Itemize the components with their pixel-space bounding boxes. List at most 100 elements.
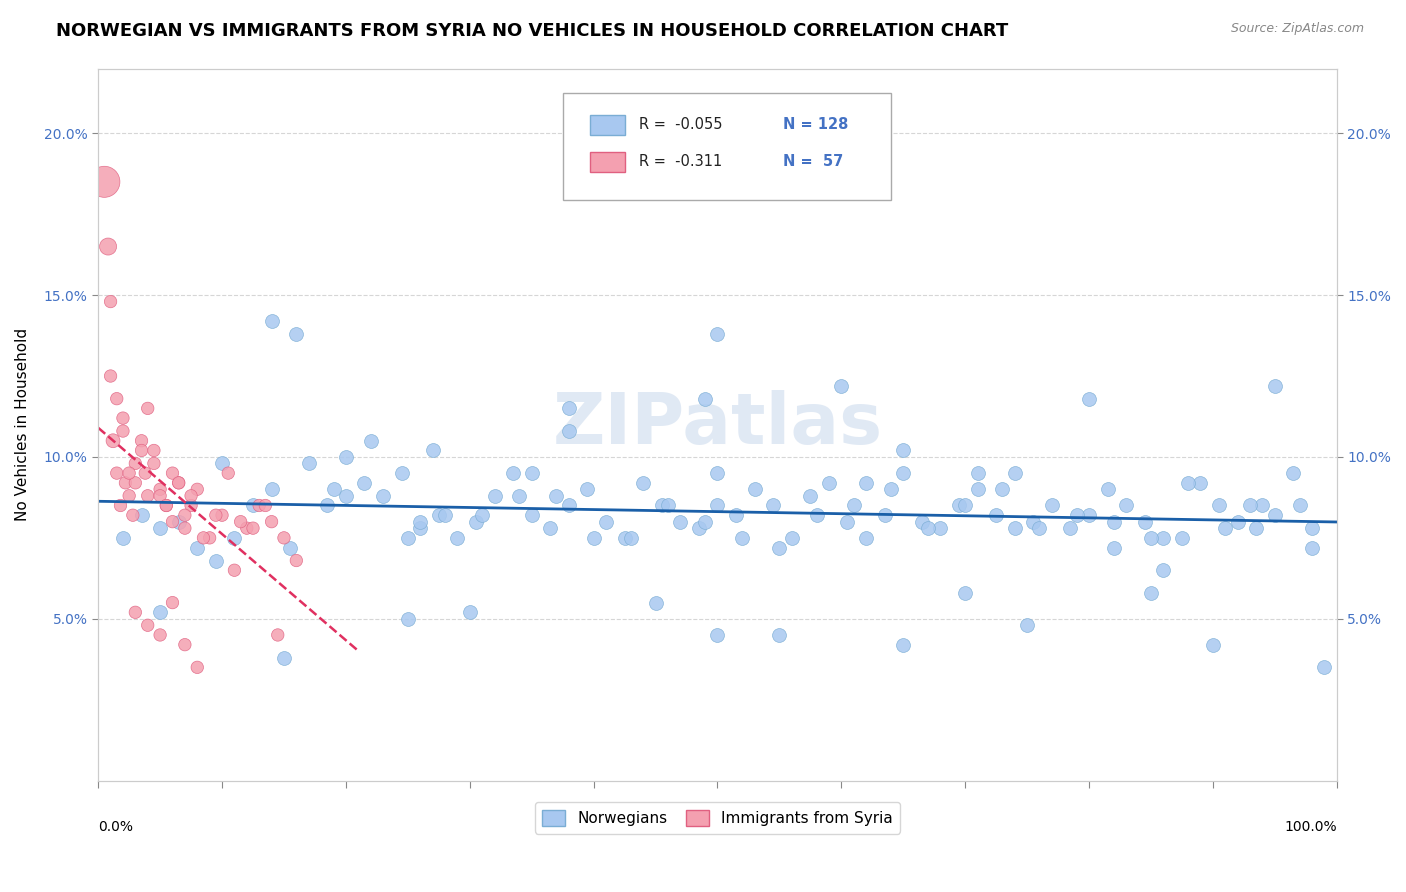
Point [1004,521,1026,535]
Point [1040,499,1063,513]
Point [162,466,184,480]
Point [322,483,344,497]
Point [101,434,124,448]
Point [582,531,605,545]
Point [891,466,914,480]
Point [118,466,141,480]
Point [1102,541,1125,555]
Bar [591,115,624,135]
Point [724,508,747,523]
Point [198,531,221,545]
Point [409,521,432,535]
Point [242,499,264,513]
Point [991,483,1014,497]
Point [173,638,195,652]
Point [180,489,202,503]
Point [744,483,766,497]
Point [880,483,903,497]
Point [273,531,295,545]
Point [273,650,295,665]
Point [121,508,143,523]
Point [110,499,132,513]
Point [186,483,208,497]
Point [155,499,177,513]
Point [1022,515,1045,529]
Point [484,489,506,503]
Point [167,515,190,529]
Point [1202,638,1225,652]
Point [111,424,134,438]
Point [236,521,259,535]
Point [465,515,488,529]
Point [502,466,524,480]
Point [247,499,270,513]
Point [254,499,277,513]
Point [260,515,283,529]
Point [149,521,172,535]
Point [984,508,1007,523]
Point [446,531,468,545]
Point [173,521,195,535]
Point [891,443,914,458]
Point [124,605,146,619]
Point [806,508,828,523]
Point [520,508,543,523]
Y-axis label: No Vehicles in Household: No Vehicles in Household [15,328,30,521]
Point [97,239,120,253]
Point [149,483,172,497]
Point [855,475,877,490]
Point [1078,508,1101,523]
Point [538,521,561,535]
Point [353,475,375,490]
Point [391,466,413,480]
Bar [591,152,624,172]
Point [688,521,710,535]
Point [768,541,790,555]
Point [149,628,172,642]
Point [260,314,283,328]
Point [260,483,283,497]
Point [134,466,156,480]
Point [1208,499,1230,513]
Point [471,508,494,523]
Point [205,508,228,523]
Point [1313,660,1336,674]
Point [620,531,643,545]
Text: N = 128: N = 128 [783,117,848,132]
Point [142,443,165,458]
Point [124,457,146,471]
Point [173,508,195,523]
Point [1288,499,1310,513]
Point [186,541,208,555]
Point [1264,508,1286,523]
Point [335,489,357,503]
Point [1244,521,1267,535]
Point [427,508,450,523]
Point [114,475,136,490]
Point [546,489,568,503]
Point [224,563,246,577]
Point [136,618,159,632]
Point [631,475,654,490]
Point [842,499,865,513]
Text: 0.0%: 0.0% [98,820,134,834]
Point [93,175,115,189]
Point [142,457,165,471]
Point [818,475,841,490]
Point [929,521,952,535]
Point [162,515,184,529]
Text: NORWEGIAN VS IMMIGRANTS FROM SYRIA NO VEHICLES IN HOUSEHOLD CORRELATION CHART: NORWEGIAN VS IMMIGRANTS FROM SYRIA NO VE… [56,22,1008,40]
Point [205,553,228,567]
Point [576,483,599,497]
Point [242,521,264,535]
Point [422,443,444,458]
Point [1004,466,1026,480]
Point [229,515,252,529]
Point [558,401,581,416]
Point [953,499,976,513]
Point [657,499,679,513]
Point [520,466,543,480]
Point [100,294,122,309]
Point [433,508,456,523]
Point [111,531,134,545]
